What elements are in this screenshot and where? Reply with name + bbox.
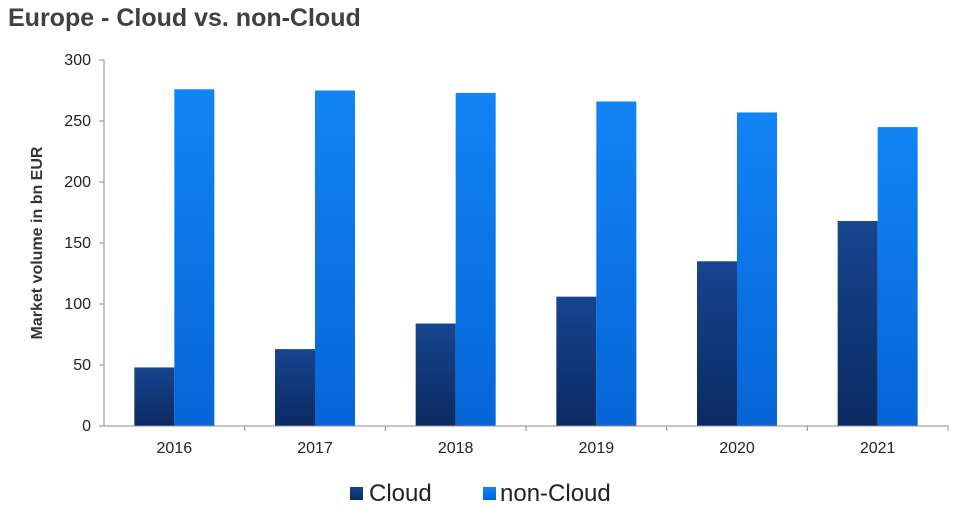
bar-non-cloud-2019: [596, 101, 637, 426]
y-tick-label: 50: [73, 357, 91, 374]
bar-non-cloud-2016: [174, 89, 215, 426]
x-tick-label: 2017: [297, 440, 333, 457]
bar-cloud-2019: [556, 296, 597, 426]
x-tick-label: 2018: [438, 440, 474, 457]
bar-cloud-2020: [697, 261, 737, 426]
bar-non-cloud-2017: [315, 90, 355, 426]
x-tick-label: 2020: [719, 440, 755, 457]
y-tick-label: 0: [82, 418, 91, 435]
y-axis-title: Market volume in bn EUR: [29, 146, 46, 339]
bar-cloud-2016: [134, 367, 175, 426]
bar-non-cloud-2020: [737, 112, 777, 427]
x-tick-label: 2021: [860, 440, 896, 457]
bar-cloud-2021: [837, 221, 878, 426]
bar-cloud-2017: [275, 349, 315, 426]
y-tick-label: 150: [64, 235, 91, 252]
y-tick-label: 300: [64, 52, 91, 69]
y-tick-label: 250: [64, 113, 91, 130]
legend-swatch-non-cloud: [483, 487, 496, 500]
chart-title: Europe - Cloud vs. non-Cloud: [8, 4, 361, 32]
y-tick-label: 100: [64, 296, 91, 313]
y-tick-label: 200: [64, 174, 91, 191]
legend-label-non-cloud: non-Cloud: [500, 480, 611, 507]
legend-label-cloud: Cloud: [369, 480, 432, 507]
bar-non-cloud-2018: [455, 92, 496, 426]
x-tick-label: 2019: [579, 440, 615, 457]
bar-non-cloud-2021: [877, 127, 918, 426]
bar-cloud-2018: [415, 323, 456, 426]
legend-swatch-cloud: [350, 487, 363, 500]
x-tick-label: 2016: [157, 440, 193, 457]
